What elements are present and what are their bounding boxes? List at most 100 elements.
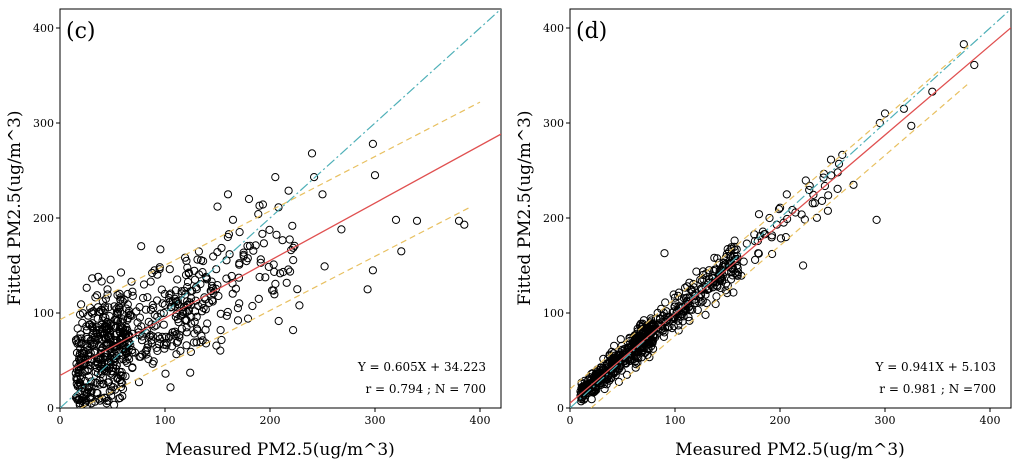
data-point	[165, 265, 174, 274]
data-point	[258, 229, 267, 238]
regression-equation: Y = 0.941X + 5.103	[874, 360, 996, 374]
data-point	[872, 215, 881, 224]
data-point	[198, 307, 207, 316]
prediction-band-lower	[80, 207, 470, 408]
data-point	[216, 346, 225, 355]
scatter-panel-c: (c) Y = 0.605X + 34.223 r = 0.794 ; N = …	[5, 8, 502, 460]
data-point	[616, 353, 626, 362]
data-point	[189, 338, 198, 347]
data-point	[809, 190, 818, 199]
data-point	[765, 213, 774, 223]
data-point	[610, 341, 619, 350]
prediction-band-upper	[60, 101, 481, 321]
data-point	[103, 285, 112, 294]
data-point	[833, 184, 842, 193]
data-point	[659, 308, 668, 317]
data-point	[161, 369, 170, 378]
data-point	[663, 323, 673, 332]
data-point	[85, 392, 95, 402]
data-point	[102, 393, 111, 402]
data-point	[223, 307, 232, 317]
data-point	[756, 231, 765, 241]
data-point	[217, 335, 226, 345]
data-point	[116, 268, 126, 277]
data-point	[73, 375, 82, 384]
data-point	[684, 313, 693, 322]
y-tick-label: 300	[543, 117, 564, 130]
data-point	[160, 344, 169, 353]
data-point	[256, 255, 265, 264]
data-point	[674, 326, 683, 335]
y-axis-label: Fitted PM2.5(ug/m^3)	[5, 110, 25, 305]
data-point	[173, 275, 182, 284]
regression-line	[60, 133, 501, 377]
data-point	[690, 298, 700, 307]
data-point	[286, 267, 295, 276]
data-point	[819, 173, 828, 182]
data-point	[701, 310, 710, 319]
data-point	[171, 298, 180, 307]
data-point	[212, 341, 221, 350]
data-point	[363, 285, 372, 294]
data-point	[782, 190, 791, 199]
data-point	[190, 275, 200, 284]
data-point	[137, 242, 146, 251]
y-tick-label: 300	[33, 117, 54, 130]
data-point	[638, 345, 648, 354]
data-point	[194, 247, 203, 256]
y-tick-label: 200	[33, 212, 54, 225]
data-point	[213, 248, 222, 257]
data-point	[768, 249, 777, 259]
data-point	[144, 340, 153, 349]
data-point	[255, 201, 264, 210]
data-point	[139, 280, 149, 289]
data-point	[239, 250, 248, 259]
regression-line	[570, 27, 1011, 404]
data-point	[288, 221, 297, 230]
data-point	[76, 330, 85, 339]
data-point	[191, 296, 200, 305]
data-point	[128, 291, 137, 300]
x-tick-label: 0	[57, 414, 64, 427]
data-point	[875, 118, 884, 128]
y-tick-label: 0	[557, 402, 564, 415]
data-point	[412, 216, 422, 225]
x-tick-label: 100	[155, 414, 176, 427]
data-point	[159, 320, 168, 329]
identity-line	[60, 9, 501, 408]
data-point	[729, 288, 738, 297]
data-point	[667, 313, 677, 322]
data-point	[92, 388, 101, 397]
data-point	[166, 383, 175, 392]
data-point	[139, 293, 148, 303]
data-point	[153, 270, 162, 279]
data-point	[115, 289, 124, 298]
data-point	[661, 298, 670, 307]
data-point	[98, 312, 108, 322]
data-point	[87, 322, 97, 331]
data-point	[460, 220, 469, 229]
data-point	[820, 181, 830, 191]
data-point	[672, 308, 681, 317]
data-point	[295, 301, 304, 310]
data-point	[774, 205, 784, 214]
data-point	[689, 279, 698, 289]
data-point	[136, 352, 145, 361]
x-tick-label: 0	[567, 414, 574, 427]
data-point	[702, 299, 711, 308]
data-point	[118, 297, 127, 306]
data-point	[781, 233, 791, 242]
data-point	[628, 338, 637, 347]
data-point	[776, 203, 785, 212]
data-point	[165, 293, 174, 303]
data-point	[223, 190, 233, 199]
data-point	[135, 303, 144, 312]
correlation-summary: r = 0.794 ; N = 700	[365, 382, 486, 396]
data-point	[754, 249, 763, 258]
data-point	[87, 377, 96, 386]
panel-letter: (c)	[66, 19, 96, 44]
data-point	[812, 213, 822, 222]
data-point	[258, 200, 267, 209]
data-point	[616, 335, 625, 344]
data-point	[838, 150, 847, 159]
